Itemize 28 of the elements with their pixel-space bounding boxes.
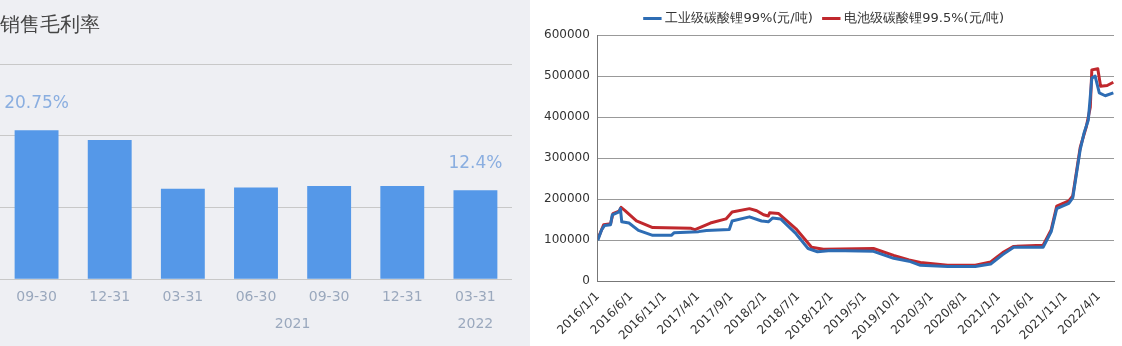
y-tick-label: 600000: [544, 27, 590, 42]
x-tick-label: 03-31: [455, 288, 496, 305]
legend-label: 电池级碳酸锂99.5%(元/吨): [844, 9, 1005, 25]
bar: [87, 140, 132, 279]
y-tick-label: 500000: [544, 68, 590, 83]
y-tick-label: 200000: [544, 191, 590, 206]
bar: [160, 188, 205, 279]
x-tick-label: 03-31: [162, 288, 204, 305]
bar: [234, 187, 278, 279]
x-tick-label: 09-30: [16, 288, 57, 305]
bar: [14, 130, 59, 279]
x-tick-label: 06-30: [235, 288, 277, 305]
y-tick-label: 400000: [544, 109, 590, 124]
data-label: 20.75%: [4, 92, 69, 113]
x-tick-label: 09-30: [308, 288, 350, 305]
bar: [380, 185, 425, 279]
legend-label: 工业级碳酸锂99%(元/吨): [665, 9, 813, 25]
x-tick-label: 12-31: [381, 288, 423, 305]
data-label: 12.4%: [448, 152, 503, 173]
bar: [307, 185, 352, 279]
text: 2022: [457, 314, 494, 331]
x-tick-label: 12-31: [89, 288, 131, 305]
y-tick-label: 300000: [544, 150, 590, 165]
bar: [453, 190, 498, 279]
y-tick-label: 100000: [544, 232, 590, 247]
chart-title: 销售毛利率: [0, 12, 100, 37]
y-tick-label: 0: [582, 273, 590, 288]
text: 2021: [274, 314, 311, 331]
